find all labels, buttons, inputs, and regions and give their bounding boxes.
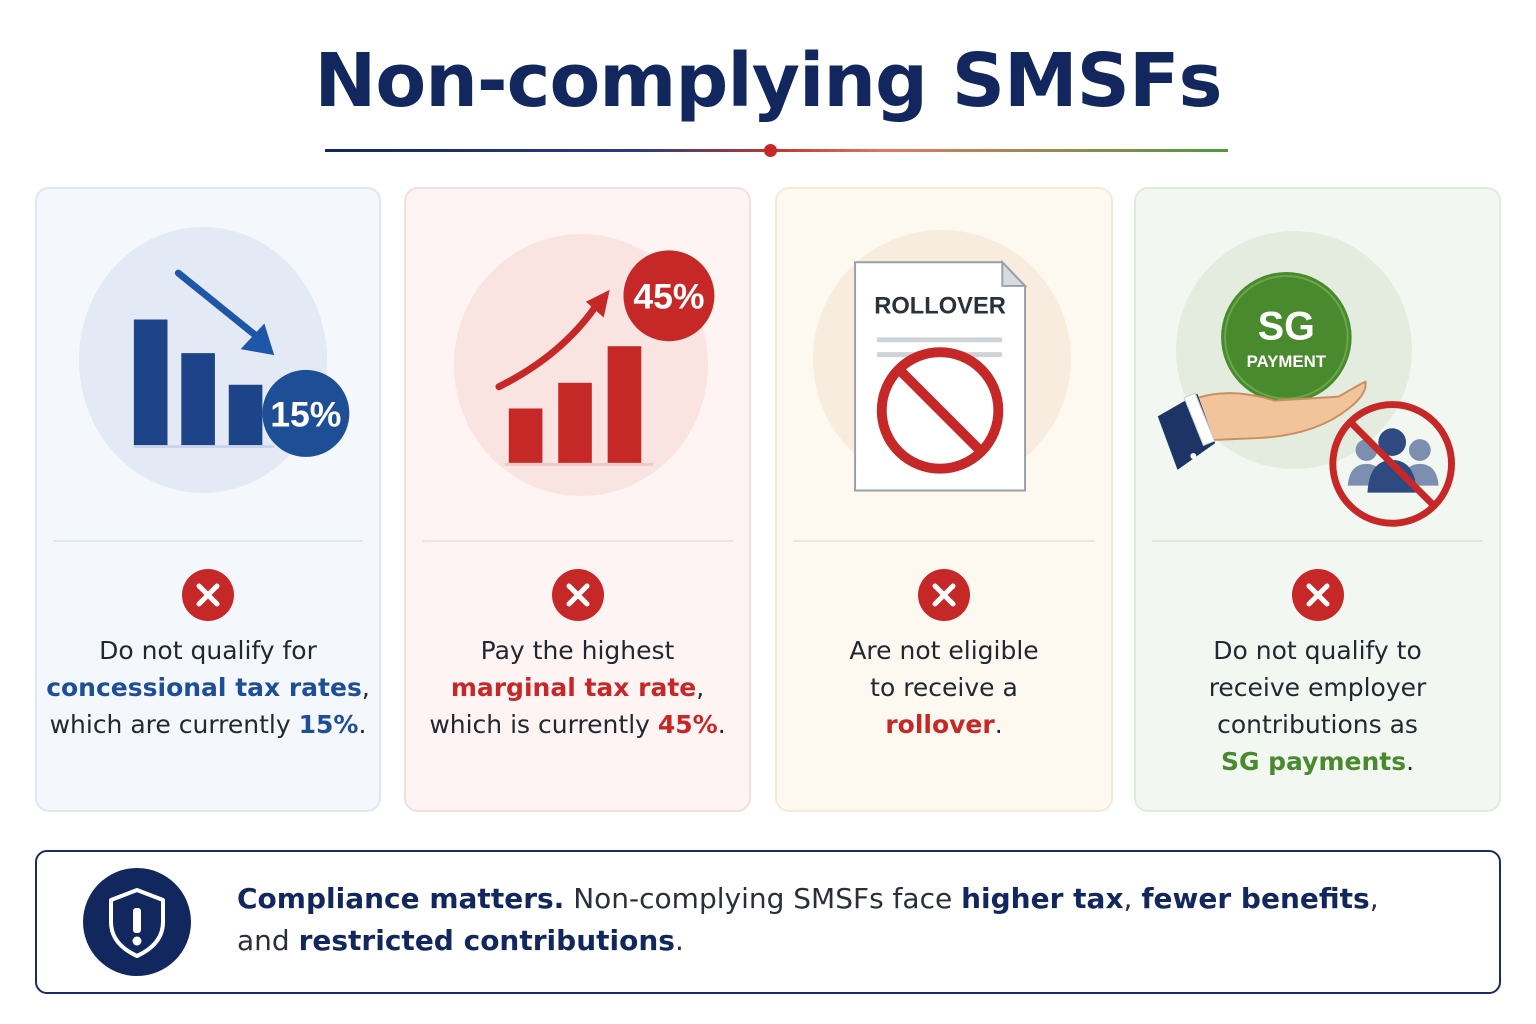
rising-bar-chart-icon: 45% xyxy=(495,250,715,466)
highlight-sg-payments: SG payments xyxy=(1220,747,1407,776)
footer-text: Non-complying SMSFs face xyxy=(564,882,962,915)
card-divider xyxy=(1152,540,1483,542)
compliance-message: Compliance matters. Non-complying SMSFs … xyxy=(237,878,1437,962)
card-line: which is currently xyxy=(429,710,658,739)
compliance-banner: Compliance matters. Non-complying SMSFs … xyxy=(35,850,1501,994)
card-line: contributions as xyxy=(1217,710,1418,739)
punctuation: , xyxy=(696,673,705,702)
card-divider xyxy=(422,540,733,542)
rollover-document-prohibited-icon: ROLLOVER xyxy=(854,259,1028,492)
footer-text: . xyxy=(674,924,684,957)
card-line: receive employer xyxy=(1208,673,1427,702)
card-marginal-tax: 45% Pay the highest marginal tax rate, w… xyxy=(404,187,751,812)
punctuation: , xyxy=(361,673,370,702)
compliance-lead: Compliance matters. xyxy=(237,882,565,915)
footer-text: , xyxy=(1123,882,1142,915)
x-circle-icon xyxy=(918,569,970,621)
page-title: Non-complying SMSFs xyxy=(314,38,1222,124)
card-description: Do not qualify for concessional tax rate… xyxy=(37,632,379,743)
card-divider xyxy=(53,540,363,542)
emphasis-fewer-benefits: fewer benefits xyxy=(1141,882,1370,915)
emphasis-higher-tax: higher tax xyxy=(961,882,1124,915)
coin-payment: PAYMENT xyxy=(1247,352,1327,371)
card-description: Pay the highest marginal tax rate, which… xyxy=(406,632,749,743)
document-label: ROLLOVER xyxy=(874,294,1006,320)
highlight-value: 45% xyxy=(657,710,718,739)
card-line: Are not eligible xyxy=(849,636,1039,665)
card-line: Pay the highest xyxy=(480,636,675,665)
shield-exclamation-icon xyxy=(83,868,191,976)
highlight-rollover: rollover xyxy=(885,710,995,739)
coin-sg: SG xyxy=(1258,304,1315,348)
x-circle-icon xyxy=(551,569,604,621)
card-sg-payments: SG PAYMENT Do not qualify to receive emp… xyxy=(1134,187,1501,812)
card-line: Do not qualify to xyxy=(1213,636,1422,665)
badge-45-percent: 45% xyxy=(633,277,704,317)
highlight-marginal-tax-rate: marginal tax rate xyxy=(450,673,697,702)
badge-15-percent: 15% xyxy=(270,394,341,434)
declining-bar-chart-icon: 15% xyxy=(133,269,350,457)
card-concessional-tax: 15% Do not qualify for concessional tax … xyxy=(35,187,381,812)
punctuation: . xyxy=(358,710,367,739)
emphasis-restricted-contributions: restricted contributions xyxy=(298,924,675,957)
punctuation: . xyxy=(717,710,726,739)
x-circle-icon xyxy=(182,569,234,621)
card-line: to receive a xyxy=(870,673,1018,702)
sg-payment-hand-icon: SG PAYMENT xyxy=(1157,272,1455,527)
footer-text: and xyxy=(237,924,299,957)
footer-text: , xyxy=(1369,882,1379,915)
card-divider xyxy=(793,540,1095,542)
card-rollover: ROLLOVER Are not eligible to receive a r… xyxy=(775,187,1113,812)
title-underline-dot xyxy=(764,144,777,157)
card-line: Do not qualify for xyxy=(99,636,317,665)
card-description: Are not eligible to receive a rollover. xyxy=(777,632,1111,743)
highlight-concessional-tax-rates: concessional tax rates xyxy=(46,673,362,702)
card-description: Do not qualify to receive employer contr… xyxy=(1136,632,1499,780)
punctuation: . xyxy=(1406,747,1415,776)
highlight-value: 15% xyxy=(298,710,359,739)
x-circle-icon xyxy=(1291,569,1344,621)
punctuation: . xyxy=(994,710,1003,739)
card-line: which are currently xyxy=(49,710,299,739)
